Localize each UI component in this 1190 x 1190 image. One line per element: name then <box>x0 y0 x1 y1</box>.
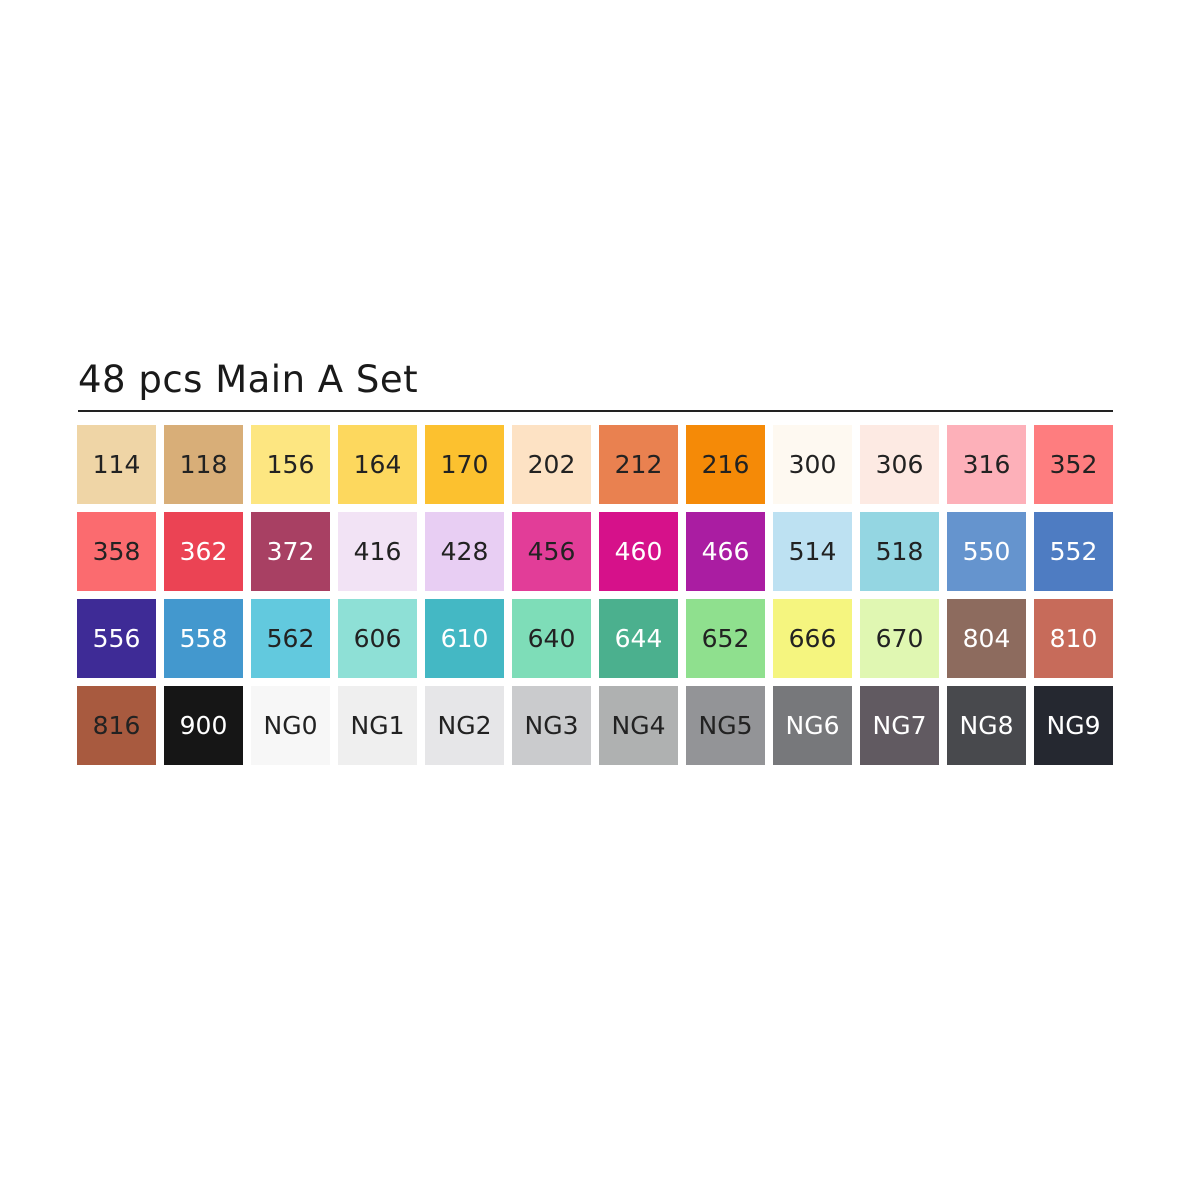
swatch-code: NG7 <box>872 711 927 740</box>
swatch-code: 652 <box>701 624 750 653</box>
swatch-code: 416 <box>353 537 402 566</box>
swatch-code: 216 <box>701 450 750 479</box>
color-swatch: 552 <box>1034 512 1113 591</box>
swatch-grid: 114 118 156 164 170 202 212 216 300 306 316 352 358 3… <box>77 425 1113 765</box>
swatch-code: 670 <box>875 624 924 653</box>
color-swatch: NG6 <box>773 686 852 765</box>
color-swatch: 550 <box>947 512 1026 591</box>
color-swatch: NG5 <box>686 686 765 765</box>
color-swatch: 216 <box>686 425 765 504</box>
color-swatch: 460 <box>599 512 678 591</box>
color-swatch: 306 <box>860 425 939 504</box>
swatch-code: 552 <box>1049 537 1098 566</box>
swatch-code: NG5 <box>698 711 753 740</box>
swatch-code: 300 <box>788 450 837 479</box>
swatch-code: 202 <box>527 450 576 479</box>
swatch-code: 164 <box>353 450 402 479</box>
color-swatch: 372 <box>251 512 330 591</box>
color-swatch: 466 <box>686 512 765 591</box>
swatch-code: 316 <box>962 450 1011 479</box>
swatch-code: 466 <box>701 537 750 566</box>
swatch-code: 212 <box>614 450 663 479</box>
color-swatch: NG9 <box>1034 686 1113 765</box>
color-swatch: 670 <box>860 599 939 678</box>
swatch-code: 306 <box>875 450 924 479</box>
swatch-code: 372 <box>266 537 315 566</box>
color-swatch: 644 <box>599 599 678 678</box>
color-swatch: 316 <box>947 425 1026 504</box>
swatch-code: 644 <box>614 624 663 653</box>
swatch-code: NG6 <box>785 711 840 740</box>
swatch-code: 352 <box>1049 450 1098 479</box>
swatch-code: NG4 <box>611 711 666 740</box>
color-swatch: 352 <box>1034 425 1113 504</box>
color-swatch: 164 <box>338 425 417 504</box>
color-swatch: 118 <box>164 425 243 504</box>
color-swatch: 428 <box>425 512 504 591</box>
title-divider <box>78 410 1113 412</box>
swatch-code: 170 <box>440 450 489 479</box>
color-swatch: 362 <box>164 512 243 591</box>
swatch-code: 456 <box>527 537 576 566</box>
color-swatch: 456 <box>512 512 591 591</box>
swatch-code: 118 <box>179 450 228 479</box>
swatch-code: NG9 <box>1046 711 1101 740</box>
swatch-code: 810 <box>1049 624 1098 653</box>
swatch-code: NG3 <box>524 711 579 740</box>
page-title: 48 pcs Main A Set <box>78 358 419 401</box>
color-swatch: 610 <box>425 599 504 678</box>
swatch-code: 550 <box>962 537 1011 566</box>
swatch-code: 460 <box>614 537 663 566</box>
color-swatch: 416 <box>338 512 417 591</box>
color-swatch: 666 <box>773 599 852 678</box>
color-swatch: 300 <box>773 425 852 504</box>
color-swatch: 518 <box>860 512 939 591</box>
swatch-code: 804 <box>962 624 1011 653</box>
swatch-code: NG2 <box>437 711 492 740</box>
swatch-code: 428 <box>440 537 489 566</box>
color-swatch: 606 <box>338 599 417 678</box>
color-swatch: 114 <box>77 425 156 504</box>
swatch-code: NG1 <box>350 711 405 740</box>
swatch-code: 518 <box>875 537 924 566</box>
color-swatch: NG7 <box>860 686 939 765</box>
swatch-code: 562 <box>266 624 315 653</box>
color-swatch: 556 <box>77 599 156 678</box>
swatch-code: 900 <box>179 711 228 740</box>
color-swatch: 640 <box>512 599 591 678</box>
swatch-code: 816 <box>92 711 141 740</box>
color-swatch: 562 <box>251 599 330 678</box>
color-swatch: 358 <box>77 512 156 591</box>
swatch-code: NG8 <box>959 711 1014 740</box>
swatch-code: 156 <box>266 450 315 479</box>
color-swatch: 804 <box>947 599 1026 678</box>
swatch-code: 606 <box>353 624 402 653</box>
swatch-code: 558 <box>179 624 228 653</box>
swatch-code: 666 <box>788 624 837 653</box>
color-swatch: 652 <box>686 599 765 678</box>
color-swatch: 156 <box>251 425 330 504</box>
color-swatch: NG2 <box>425 686 504 765</box>
color-swatch: 170 <box>425 425 504 504</box>
color-swatch: 202 <box>512 425 591 504</box>
color-swatch: NG1 <box>338 686 417 765</box>
swatch-code: 514 <box>788 537 837 566</box>
swatch-code: 610 <box>440 624 489 653</box>
color-swatch: NG8 <box>947 686 1026 765</box>
swatch-code: 362 <box>179 537 228 566</box>
color-swatch: 810 <box>1034 599 1113 678</box>
color-swatch: 558 <box>164 599 243 678</box>
color-swatch: NG0 <box>251 686 330 765</box>
swatch-code: 358 <box>92 537 141 566</box>
swatch-code: NG0 <box>263 711 318 740</box>
color-swatch: NG4 <box>599 686 678 765</box>
swatch-code: 640 <box>527 624 576 653</box>
color-swatch: 816 <box>77 686 156 765</box>
swatch-code: 114 <box>92 450 141 479</box>
color-swatch: 212 <box>599 425 678 504</box>
swatch-code: 556 <box>92 624 141 653</box>
color-swatch: NG3 <box>512 686 591 765</box>
color-swatch: 514 <box>773 512 852 591</box>
color-swatch: 900 <box>164 686 243 765</box>
